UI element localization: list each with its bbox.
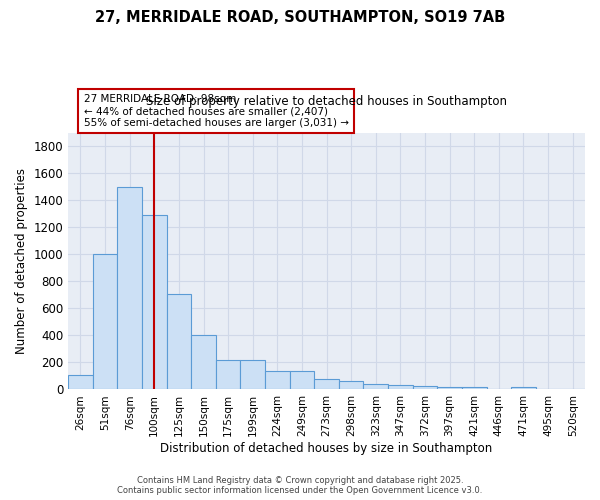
Bar — [314, 380, 339, 390]
Text: Contains HM Land Registry data © Crown copyright and database right 2025.
Contai: Contains HM Land Registry data © Crown c… — [118, 476, 482, 495]
Bar — [290, 371, 314, 390]
Bar — [216, 360, 241, 390]
Bar — [93, 254, 118, 390]
X-axis label: Distribution of detached houses by size in Southampton: Distribution of detached houses by size … — [160, 442, 493, 455]
Text: 27, MERRIDALE ROAD, SOUTHAMPTON, SO19 7AB: 27, MERRIDALE ROAD, SOUTHAMPTON, SO19 7A… — [95, 10, 505, 25]
Y-axis label: Number of detached properties: Number of detached properties — [15, 168, 28, 354]
Bar — [241, 360, 265, 390]
Bar — [68, 374, 93, 390]
Bar — [413, 386, 437, 390]
Bar — [191, 336, 216, 390]
Bar — [265, 371, 290, 390]
Text: 27 MERRIDALE ROAD: 98sqm
← 44% of detached houses are smaller (2,407)
55% of sem: 27 MERRIDALE ROAD: 98sqm ← 44% of detach… — [83, 94, 349, 128]
Bar — [388, 386, 413, 390]
Title: Size of property relative to detached houses in Southampton: Size of property relative to detached ho… — [146, 95, 507, 108]
Bar — [339, 380, 364, 390]
Bar — [118, 187, 142, 390]
Bar — [511, 387, 536, 390]
Bar — [364, 384, 388, 390]
Bar — [167, 294, 191, 390]
Bar — [462, 388, 487, 390]
Bar — [142, 215, 167, 390]
Bar — [437, 388, 462, 390]
